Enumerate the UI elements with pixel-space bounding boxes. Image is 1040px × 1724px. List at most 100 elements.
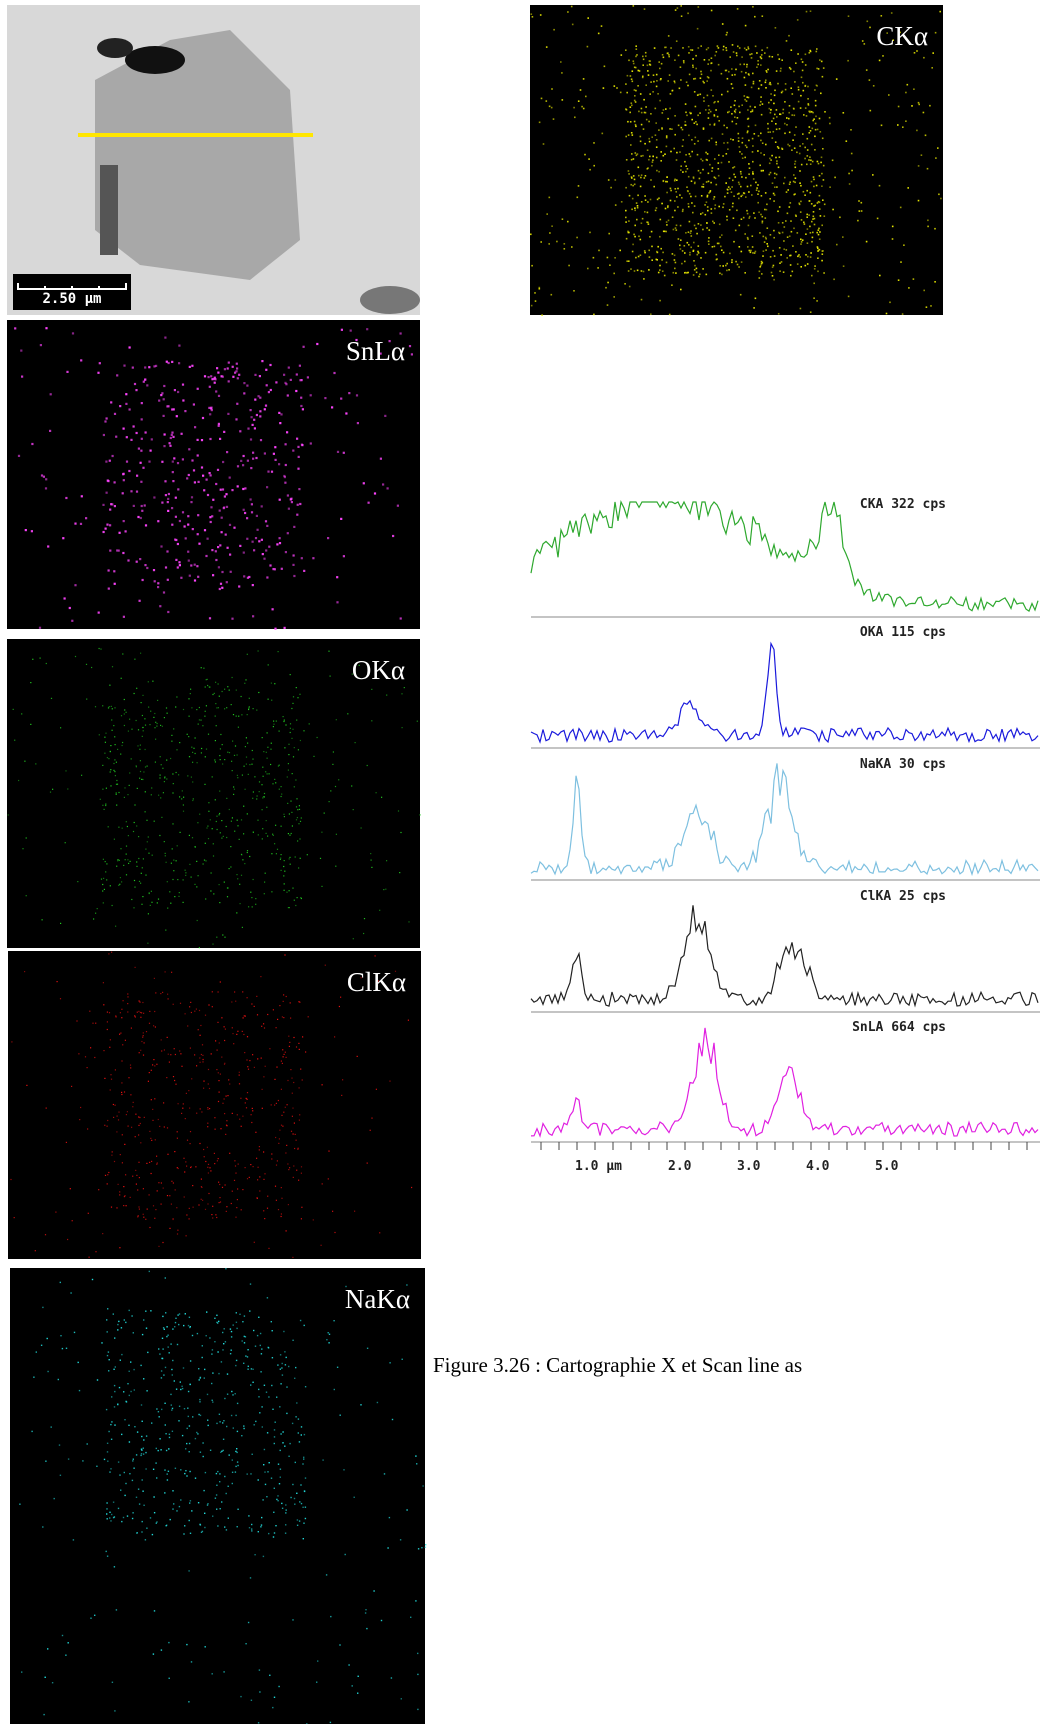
map-dot [923, 289, 925, 292]
map-dot [813, 223, 816, 226]
map-dot [291, 1115, 293, 1117]
map-dot [745, 49, 748, 51]
map-dot [115, 1016, 117, 1018]
map-dot [740, 195, 742, 198]
map-dot [241, 774, 243, 776]
map-dot [715, 141, 717, 144]
map-dot [186, 1643, 188, 1646]
map-dot [125, 874, 128, 876]
map-dot [625, 49, 627, 51]
map-dot [205, 898, 207, 900]
map-dot [252, 1110, 254, 1112]
map-dot [296, 437, 299, 440]
map-dot [183, 525, 186, 528]
map-dot [191, 1334, 194, 1337]
map-dot [264, 872, 266, 874]
map-dot [242, 991, 244, 993]
map-dot [161, 816, 163, 818]
map-dot [87, 1212, 89, 1214]
map-dot [640, 201, 643, 203]
map-dot [637, 255, 640, 258]
map-dot [196, 762, 198, 764]
map-dot [122, 551, 125, 555]
map-dot [745, 71, 747, 74]
map-dot [152, 680, 154, 682]
map-dot [163, 384, 166, 388]
map-dot [605, 286, 607, 289]
map-dot [271, 1330, 273, 1332]
map-dot [201, 747, 203, 750]
map-dot [775, 156, 777, 159]
map-dot [733, 195, 735, 197]
map-dot [249, 498, 252, 501]
sem-image: 2.50 µm [7, 5, 420, 315]
map-dot [207, 1172, 209, 1174]
map-dot [665, 135, 668, 137]
map-dot [665, 261, 668, 264]
map-dot [110, 785, 112, 787]
map-dot [296, 817, 298, 819]
map-dot [178, 564, 181, 567]
map-dot [700, 224, 702, 226]
map-dot [658, 197, 660, 199]
map-dot [42, 1306, 44, 1309]
map-dot [681, 250, 684, 252]
map-dot [257, 1179, 259, 1181]
map-dot [786, 117, 788, 119]
map-dot [120, 1327, 123, 1329]
map-dot [292, 728, 294, 730]
map-dot [563, 243, 566, 245]
map-dot [166, 759, 168, 761]
map-dot [209, 1108, 211, 1110]
map-dot [760, 195, 763, 197]
map-dot [106, 1319, 108, 1321]
map-dot [684, 124, 687, 126]
map-dot [339, 1644, 341, 1646]
map-dot [284, 463, 287, 467]
map-dot [890, 12, 893, 14]
map-dot [107, 1119, 109, 1122]
map-dot [135, 389, 138, 392]
map-dot [345, 412, 348, 415]
map-dot [799, 107, 802, 109]
map-dot [208, 406, 211, 409]
map-dot [731, 87, 734, 89]
trace-label: ClKA 25 cps [860, 889, 946, 904]
map-dot [152, 1205, 155, 1207]
map-dot [271, 608, 274, 611]
map-dot [119, 405, 122, 408]
map-dot [256, 709, 258, 711]
map-dot [740, 70, 743, 73]
map-dot [374, 955, 376, 957]
map-dot [800, 184, 802, 187]
map-dot [300, 1166, 303, 1168]
map-dot [761, 261, 764, 264]
map-dot [165, 1433, 167, 1435]
map-dot [295, 806, 298, 808]
map-dot [188, 698, 190, 700]
map-dot [758, 211, 760, 214]
map-dot [25, 895, 27, 897]
map-dot [911, 105, 913, 107]
map-dot [108, 953, 110, 955]
map-dot [186, 1427, 188, 1430]
map-dot [722, 155, 724, 157]
map-dot [137, 745, 139, 747]
map-dot [688, 192, 691, 195]
map-dot [262, 1499, 264, 1501]
map-dot [215, 1040, 217, 1042]
map-dot [108, 1430, 110, 1433]
map-dot [137, 729, 140, 731]
map-dot [257, 819, 259, 821]
map-dot [813, 185, 815, 188]
map-dot [147, 836, 149, 838]
map-dot [785, 191, 788, 193]
map-dot [289, 1002, 291, 1004]
map-dot [283, 476, 286, 479]
map-dot [278, 498, 281, 501]
map-dot [219, 1073, 221, 1075]
map-dot [224, 533, 227, 536]
map-dot [184, 1313, 186, 1315]
map-dot [744, 84, 747, 86]
map-dot [292, 449, 295, 452]
